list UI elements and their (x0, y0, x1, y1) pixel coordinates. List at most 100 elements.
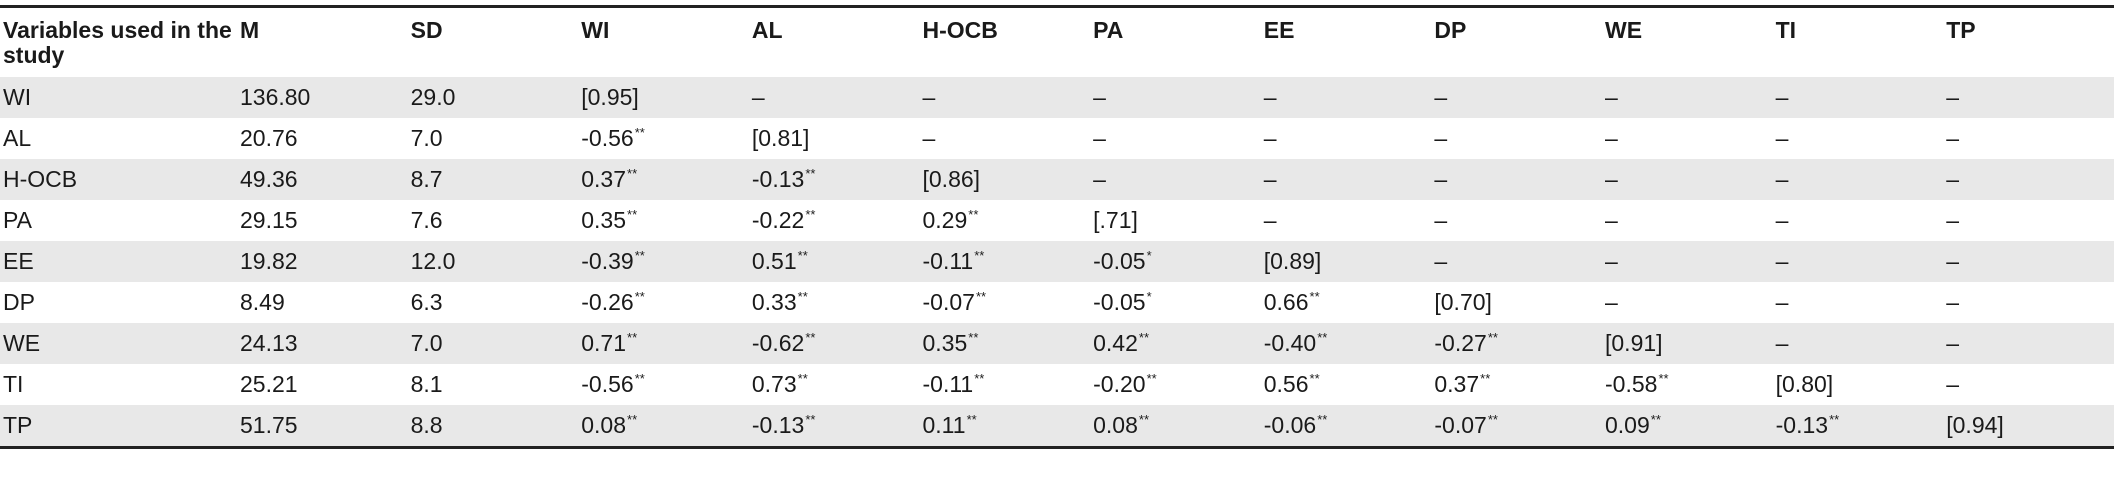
correlation-value: -0.06 (1263, 411, 1317, 438)
correlation-cell: – (922, 124, 936, 151)
correlation-cell: – (1434, 124, 1448, 151)
correlation-cell: 0.29** (920, 200, 1091, 241)
correlation-cell: [0.95] (578, 76, 749, 118)
correlation-cell: -0.56** (578, 364, 749, 405)
header-cell: WI (581, 17, 610, 43)
significance-marker: ** (627, 165, 638, 181)
correlation-cell: -0.22** (749, 200, 920, 241)
significance-marker: ** (627, 411, 638, 427)
significance-marker: ** (966, 411, 977, 427)
correlation-cell: -0.27** (1431, 322, 1602, 364)
correlation-cell: -0.07** (920, 282, 1091, 323)
correlation-cell: 0.56** (1261, 364, 1432, 405)
mean-cell: 51.75 (237, 404, 408, 447)
correlation-value: -0.56 (581, 124, 634, 151)
correlation-value: -0.58 (1605, 370, 1658, 397)
correlation-value: 0.08 (581, 411, 627, 438)
significance-marker: ** (1309, 288, 1320, 304)
correlation-cell: – (1602, 240, 1773, 282)
correlation-cell: – (1946, 124, 1960, 151)
significance-marker: ** (1138, 329, 1150, 345)
correlation-cell: -0.62** (748, 322, 920, 364)
header-cell: M (240, 17, 260, 43)
sd-cell: 8.1 (410, 370, 443, 397)
correlation-cell: -0.58** (1602, 364, 1773, 405)
row-label: PA (3, 206, 32, 233)
correlation-cell: -0.05* (1090, 282, 1261, 323)
significance-marker: ** (797, 288, 808, 304)
significance-marker: ** (805, 206, 816, 222)
significance-marker: ** (634, 370, 645, 386)
row-label: TP (0, 404, 237, 447)
mean-cell: 8.49 (240, 288, 285, 315)
correlation-cell: [0.81] (751, 124, 810, 151)
correlation-value: 0.71 (581, 329, 627, 356)
correlation-value: -0.11 (922, 370, 974, 397)
correlation-cell: – (1775, 124, 1789, 151)
correlation-cell: [.71] (1093, 206, 1138, 233)
correlation-cell: – (1946, 288, 1960, 315)
header-cell: TP (1946, 17, 1976, 43)
row-label: DP (3, 288, 35, 315)
correlation-cell: – (1602, 76, 1773, 118)
mean-cell: 25.21 (240, 370, 298, 397)
correlation-cell: – (1943, 76, 2114, 118)
correlation-cell: [0.80] (1775, 370, 1834, 397)
correlation-cell: 0.71** (578, 322, 749, 364)
header-cell: WE (1605, 17, 1643, 43)
correlation-value: -0.07 (922, 288, 975, 315)
correlation-value: 0.73 (751, 370, 797, 397)
header-cell: PA (1093, 17, 1124, 43)
table-row: WE 24.13 7.0 0.71** -0.62** 0.35** 0.42** -0.40… (0, 322, 2114, 364)
correlation-cell: – (1260, 158, 1432, 200)
correlation-value: -0.07 (1434, 411, 1487, 438)
significance-marker: ** (968, 206, 979, 222)
correlation-cell: – (1775, 288, 1789, 315)
correlation-cell: – (1090, 76, 1261, 118)
row-label: H-OCB (0, 158, 237, 200)
correlation-cell: – (1946, 206, 1960, 233)
header-cell: EE (1263, 17, 1295, 43)
correlation-cell: 0.73** (749, 364, 920, 405)
table-row: TP 51.75 8.8 0.08** -0.13** 0.11** 0.08** -0.06… (0, 404, 2114, 447)
significance-marker: ** (805, 329, 816, 345)
correlation-cell: 0.51** (748, 240, 920, 282)
correlation-value: 0.09 (1605, 411, 1650, 438)
significance-marker: ** (634, 247, 645, 263)
correlation-cell: [0.70] (1434, 288, 1492, 315)
sd-cell: 7.6 (410, 206, 443, 233)
correlation-value: -0.05 (1093, 247, 1146, 274)
sd-cell: 29.0 (407, 76, 579, 118)
significance-marker: ** (627, 329, 638, 345)
significance-marker: ** (975, 288, 987, 304)
correlation-cell: -0.11** (919, 240, 1091, 282)
correlation-cell: -0.26** (578, 282, 749, 323)
correlation-cell: 0.35** (578, 200, 749, 241)
mean-cell: 136.80 (237, 76, 408, 118)
significance-marker: ** (1309, 370, 1320, 386)
correlation-value: -0.13 (751, 165, 805, 192)
correlation-value: 0.29 (922, 206, 968, 233)
correlation-value: 0.42 (1093, 329, 1138, 356)
correlation-cell: – (1431, 240, 1602, 282)
significance-marker: ** (1658, 370, 1669, 386)
significance-marker: * (1146, 247, 1152, 263)
correlation-cell: 0.37** (1431, 364, 1602, 405)
correlation-value: -0.56 (581, 370, 634, 397)
sd-cell: 12.0 (407, 240, 579, 282)
correlation-value: -0.11 (922, 247, 974, 274)
correlation-value: 0.37 (1434, 370, 1480, 397)
correlation-table: Variables used in the study M SD WI AL H-OCB P… (0, 5, 2114, 449)
correlation-cell: – (1431, 158, 1602, 200)
header-cell: SD (410, 17, 443, 43)
correlation-value: -0.20 (1093, 370, 1146, 397)
correlation-cell: [0.91] (1602, 322, 1773, 364)
correlation-cell: -0.13** (1772, 404, 1944, 447)
correlation-cell: -0.07** (1431, 404, 1602, 447)
correlation-value: -0.26 (581, 288, 634, 315)
significance-marker: ** (1480, 370, 1491, 386)
correlation-cell: 0.09** (1602, 404, 1773, 447)
significance-marker: ** (805, 411, 816, 427)
table-row: PA 29.15 7.6 0.35** -0.22** 0.29** [.71] – – – – – (0, 200, 2114, 241)
header-cell: TI (1775, 17, 1797, 43)
